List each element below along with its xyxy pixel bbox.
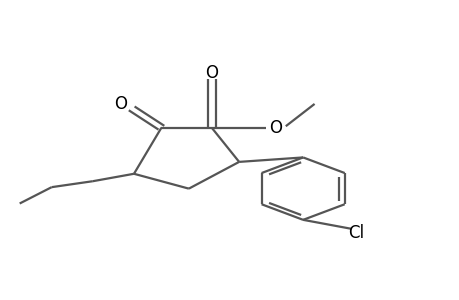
Text: Cl: Cl [347,224,363,242]
Text: O: O [269,119,282,137]
Text: O: O [205,64,218,82]
Text: O: O [113,95,127,113]
